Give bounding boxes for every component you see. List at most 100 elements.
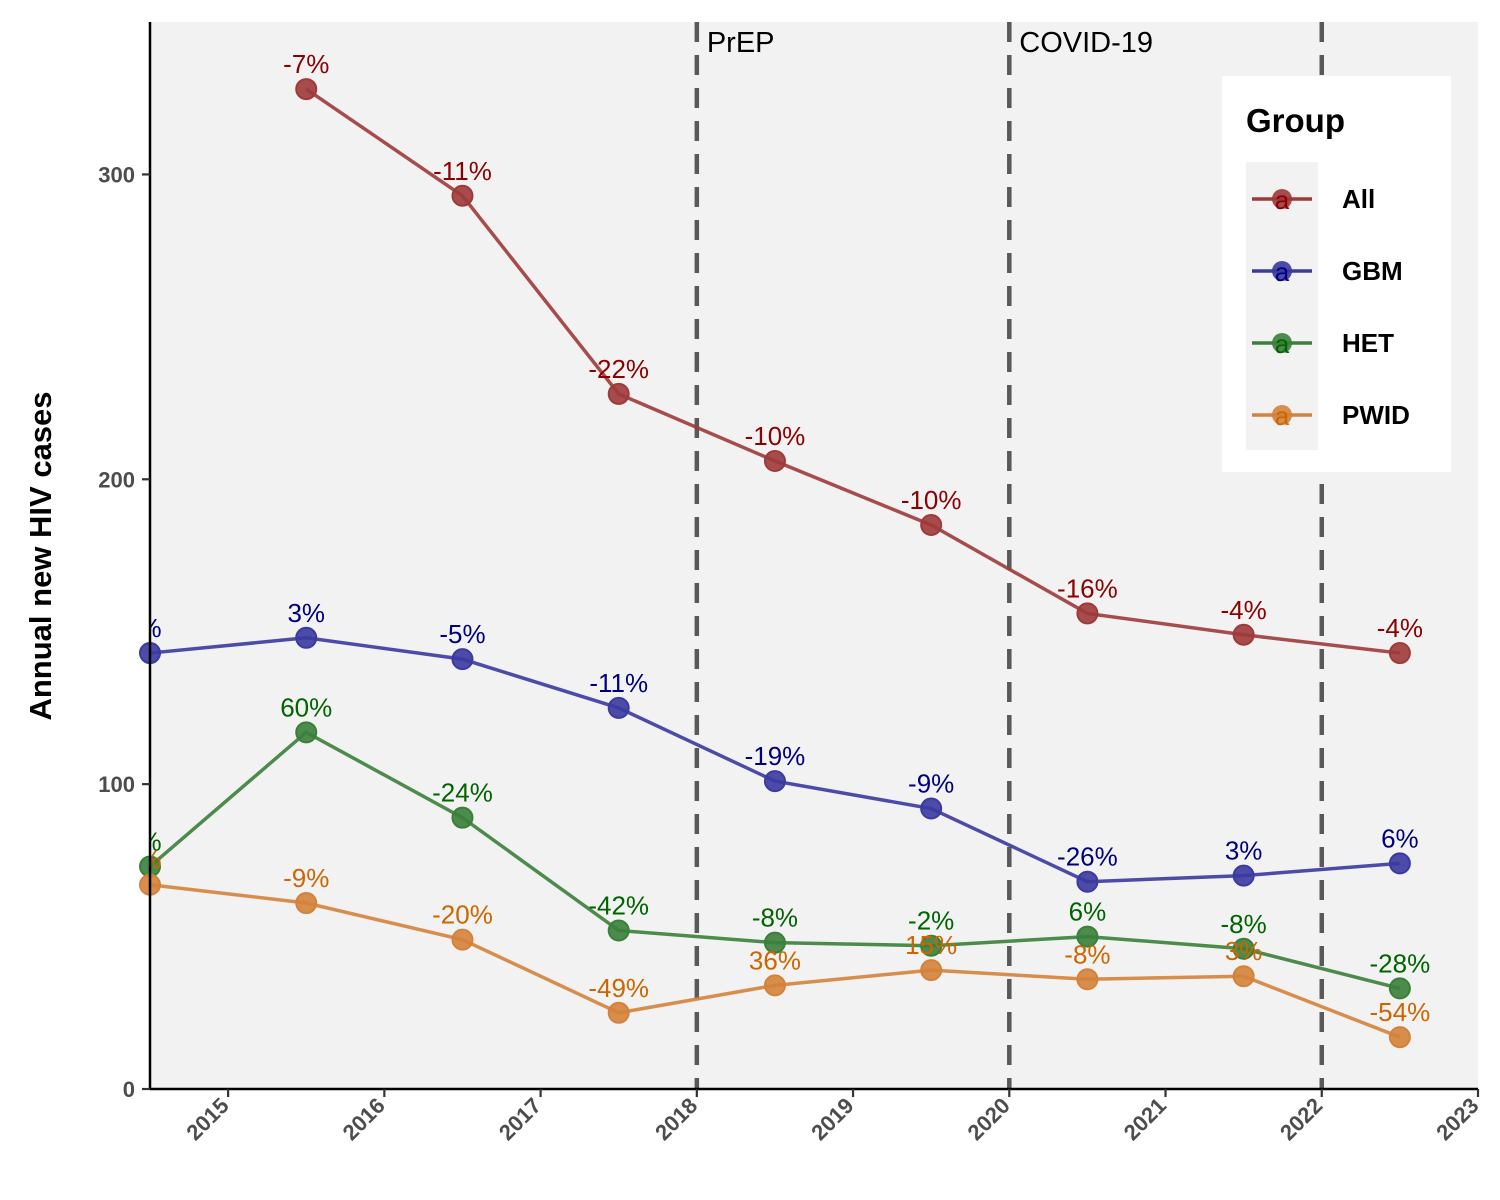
- data-label-gbm: 6%: [1381, 823, 1419, 853]
- data-point-all: [1388, 642, 1411, 665]
- data-label-gbm: %: [138, 613, 161, 643]
- data-label-het: -8%: [1221, 909, 1267, 939]
- data-point-het: [920, 934, 943, 957]
- x-tick-label: 2022: [1275, 1093, 1327, 1145]
- data-label-pwid: 15%: [905, 930, 957, 960]
- data-label-gbm: 3%: [287, 598, 325, 628]
- legend-key-point: [1272, 189, 1292, 209]
- data-point-all: [1076, 602, 1099, 625]
- legend-key-point: [1272, 261, 1292, 281]
- data-label-het: %: [138, 826, 161, 856]
- data-point-het: [1076, 925, 1099, 948]
- y-tick-label: 0: [123, 1077, 135, 1102]
- data-point-all: [607, 382, 630, 405]
- data-label-gbm: -5%: [439, 619, 485, 649]
- data-label-all: -7%: [283, 49, 329, 79]
- data-label-het: 60%: [280, 692, 332, 722]
- y-tick-label: 200: [98, 467, 135, 492]
- data-label-pwid: -8%: [1064, 939, 1110, 969]
- x-tick-label: 2021: [1119, 1093, 1171, 1145]
- data-point-all: [451, 184, 474, 207]
- data-point-gbm: [607, 696, 630, 719]
- data-point-all: [1232, 623, 1255, 646]
- y-axis-title: Annual new HIV cases: [23, 391, 58, 720]
- data-label-gbm: -9%: [908, 769, 954, 799]
- legend-key-glyph: a: [1275, 329, 1290, 359]
- data-label-pwid: -49%: [588, 973, 649, 1003]
- data-point-pwid: [1232, 965, 1255, 988]
- data-label-gbm: 3%: [1225, 836, 1263, 866]
- data-label-all: -10%: [901, 485, 962, 515]
- data-point-het: [763, 931, 786, 954]
- data-point-pwid: [1388, 1026, 1411, 1049]
- data-point-all: [295, 78, 318, 101]
- data-label-pwid: -20%: [432, 900, 493, 930]
- data-point-gbm: [1388, 852, 1411, 875]
- data-point-het: [1388, 977, 1411, 1000]
- data-label-all: -22%: [588, 354, 649, 384]
- x-tick-label: 2023: [1431, 1093, 1483, 1145]
- data-label-all: -4%: [1377, 613, 1423, 643]
- data-point-pwid: [295, 892, 318, 915]
- data-point-gbm: [451, 648, 474, 671]
- x-tick-label: 2019: [806, 1093, 858, 1145]
- legend-label-het: HET: [1342, 328, 1394, 358]
- legend-keys-background: [1246, 162, 1318, 450]
- data-label-all: -16%: [1057, 573, 1118, 603]
- data-point-gbm: [295, 626, 318, 649]
- x-tick-label: 2015: [181, 1093, 233, 1145]
- data-label-het: -24%: [432, 778, 493, 808]
- data-label-gbm: -19%: [745, 741, 806, 771]
- data-label-all: -11%: [433, 156, 492, 186]
- data-label-pwid: %: [138, 845, 161, 875]
- data-label-gbm: -26%: [1057, 842, 1118, 872]
- x-tick-label: 2016: [338, 1093, 390, 1145]
- data-point-pwid: [763, 974, 786, 997]
- data-label-pwid: 3%: [1225, 936, 1263, 966]
- x-ticks: 2015 2016 2017 2018 2019 2020 2021 2022 2023: [181, 1089, 1484, 1145]
- series-line-all: [305, 87, 1401, 655]
- data-label-pwid: -54%: [1370, 997, 1431, 1027]
- data-label-het: -28%: [1370, 948, 1431, 978]
- legend-key-point: [1272, 405, 1292, 425]
- data-label-het: -8%: [752, 903, 798, 933]
- x-tick-label: 2020: [963, 1093, 1015, 1145]
- legend-key-glyph: a: [1275, 185, 1290, 215]
- data-point-gbm: [920, 797, 943, 820]
- data-label-gbm: -11%: [589, 668, 648, 698]
- data-point-pwid: [1076, 968, 1099, 991]
- data-point-pwid: [920, 959, 943, 982]
- data-label-het: -42%: [588, 890, 649, 920]
- x-tick-label: 2017: [494, 1093, 546, 1145]
- data-point-all: [920, 514, 943, 537]
- y-ticks: 0 100 200 300: [98, 162, 150, 1102]
- data-point-gbm: [763, 770, 786, 793]
- y-tick-label: 300: [98, 162, 135, 187]
- data-point-gbm: [1076, 870, 1099, 893]
- series-group: [139, 78, 1411, 1049]
- legend-label-pwid: PWID: [1342, 400, 1410, 430]
- data-label-het: 6%: [1069, 897, 1107, 927]
- event-label: COVID-19: [1019, 27, 1153, 59]
- data-point-all: [763, 449, 786, 472]
- data-label-all: -4%: [1221, 595, 1267, 625]
- data-label-het: -2%: [908, 906, 954, 936]
- data-point-het: [1232, 937, 1255, 960]
- legend: Group a All a GBM a HET a PWID: [1222, 76, 1451, 472]
- x-tick-label: 2018: [650, 1093, 702, 1145]
- legend-label-gbm: GBM: [1342, 256, 1403, 286]
- legend-key-glyph: a: [1275, 257, 1290, 287]
- event-label: PrEP: [707, 27, 775, 59]
- legend-key-glyph: a: [1275, 401, 1290, 431]
- data-label-pwid: -9%: [283, 863, 329, 893]
- data-label-all: -10%: [745, 421, 806, 451]
- legend-label-all: All: [1342, 184, 1375, 214]
- data-label-pwid: 36%: [749, 945, 801, 975]
- data-point-gbm: [1232, 864, 1255, 887]
- data-point-het: [607, 919, 630, 942]
- data-point-het: [451, 806, 474, 829]
- data-point-pwid: [451, 928, 474, 951]
- data-labels: -7% -11% -22% -10% -10% -16% -4% -4%% 3% -5% -11% -…: [138, 49, 1431, 1027]
- legend-key-point: [1272, 333, 1292, 353]
